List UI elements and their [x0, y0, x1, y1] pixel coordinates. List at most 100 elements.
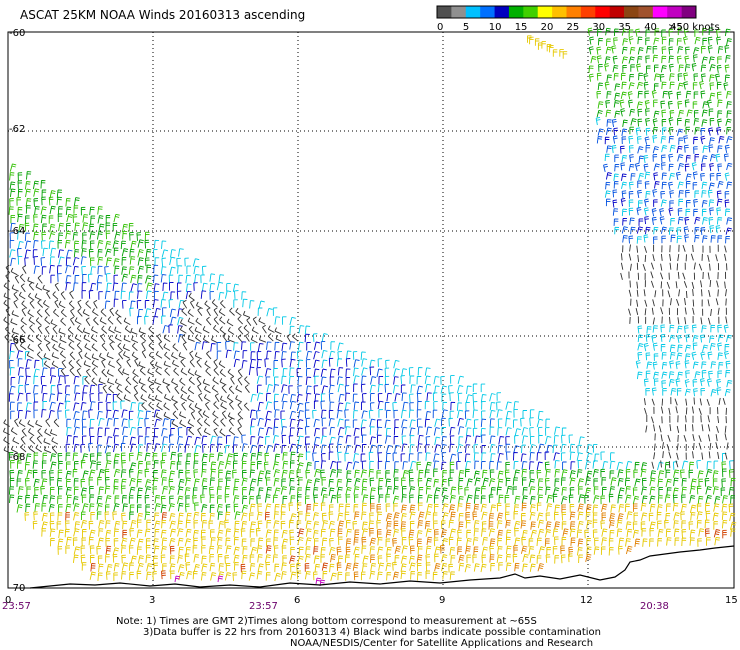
wind-barb [621, 128, 628, 136]
wind-barb [692, 379, 698, 387]
wind-barb [336, 376, 343, 385]
wind-barb [677, 344, 683, 352]
wind-barb [376, 419, 382, 428]
wind-barb [645, 117, 650, 127]
wind-barb [136, 300, 142, 309]
wind-barb [636, 371, 643, 380]
legend-swatch [494, 6, 510, 18]
wind-barb [116, 384, 123, 393]
wind-barb [448, 563, 453, 573]
wind-barb [172, 343, 179, 352]
wind-barb [536, 452, 542, 461]
wind-barb [26, 171, 32, 180]
wind-barb [628, 29, 634, 37]
wind-barb [661, 361, 668, 370]
lon-label: 9 [439, 595, 445, 606]
wind-barb [137, 410, 144, 419]
wind-barb [705, 510, 711, 520]
wind-barb [50, 319, 58, 327]
wind-barb [610, 477, 617, 486]
wind-barb [620, 253, 623, 261]
wind-barb [715, 225, 721, 234]
wind-barb [675, 361, 681, 370]
wind-barb [605, 27, 611, 36]
wind-barb [225, 537, 231, 547]
wind-barb [189, 350, 194, 360]
wind-barb [656, 504, 663, 513]
wind-barb [636, 101, 643, 109]
wind-barb [701, 56, 708, 64]
wind-barb [505, 545, 512, 555]
wind-barb [304, 563, 310, 572]
wind-barb [537, 426, 543, 436]
wind-barb [684, 99, 690, 108]
wind-barb [57, 402, 64, 411]
wind-barb [147, 376, 155, 385]
wind-barb [129, 426, 137, 436]
wind-barb [329, 368, 336, 378]
wind-barb [83, 334, 91, 342]
wind-barb [441, 487, 448, 496]
wind-barb [104, 290, 111, 300]
wind-barb [220, 402, 227, 410]
wind-barb [677, 181, 684, 189]
wind-barb [144, 436, 150, 445]
wind-barb [128, 410, 134, 420]
wind-barb [707, 434, 711, 442]
wind-barb [505, 536, 511, 546]
wind-barb [274, 316, 281, 325]
wind-barb [708, 108, 714, 117]
wind-barb [378, 409, 383, 418]
wind-barb [520, 417, 525, 427]
wind-barb [113, 485, 119, 495]
wind-barb [57, 486, 63, 495]
wind-barb [193, 460, 199, 469]
wind-barb [224, 290, 232, 299]
wind-barb [434, 529, 439, 538]
wind-barb [250, 426, 255, 435]
wind-barb [634, 162, 640, 172]
wind-barb [153, 283, 160, 292]
wind-barb [98, 486, 104, 495]
wind-barb [33, 478, 40, 488]
wind-barb [353, 383, 358, 393]
wind-barb [529, 470, 535, 479]
wind-barb [138, 435, 143, 445]
wind-barb [578, 494, 585, 503]
wind-barb [723, 82, 729, 91]
wind-barb [699, 378, 705, 387]
wind-barb [705, 468, 713, 478]
wind-barb [25, 375, 31, 385]
wind-barb [72, 452, 78, 461]
wind-barb [472, 383, 478, 392]
wind-barb [409, 486, 416, 495]
wind-barb [104, 300, 111, 309]
wind-barb [726, 181, 733, 189]
wind-barb [216, 537, 223, 546]
wind-barb [82, 470, 89, 479]
wind-barb [77, 299, 82, 309]
wind-barb [186, 453, 192, 462]
wind-barb [201, 512, 206, 522]
wind-barb [657, 528, 664, 538]
wind-barb [265, 529, 272, 538]
wind-barb [89, 485, 94, 495]
wind-barb [613, 181, 619, 189]
wind-barb [402, 470, 409, 479]
wind-barb [106, 418, 113, 427]
wind-barb [425, 554, 431, 563]
wind-barb [146, 282, 153, 291]
wind-barb [141, 349, 147, 359]
wind-barb [189, 358, 195, 368]
wind-barb [392, 561, 397, 571]
wind-barb [202, 325, 210, 334]
wind-barb [321, 512, 327, 522]
wind-barb [665, 512, 671, 522]
wind-barb [80, 545, 86, 555]
wind-barb [178, 352, 186, 360]
wind-barb [137, 538, 144, 547]
wind-barb [707, 317, 711, 325]
wind-barb [234, 520, 240, 530]
wind-barb [596, 55, 602, 64]
wind-barb [361, 545, 367, 554]
